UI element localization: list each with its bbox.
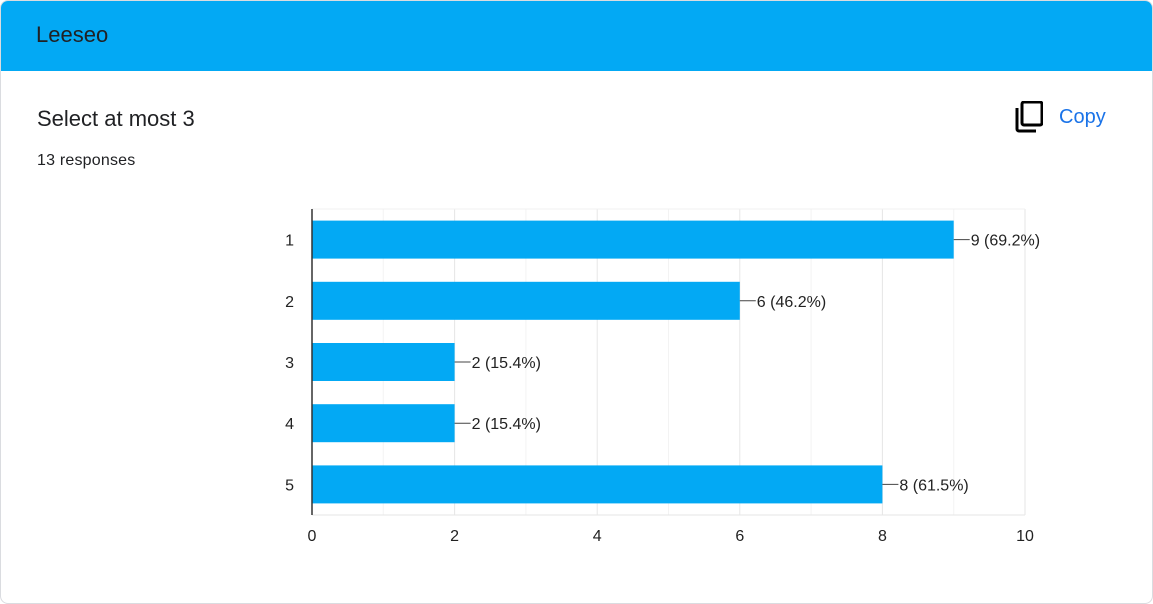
category-label: 2 — [285, 294, 294, 311]
bar — [312, 281, 740, 320]
x-tick-label: 10 — [1016, 528, 1034, 545]
bar — [312, 465, 883, 504]
x-tick-label: 0 — [308, 528, 317, 545]
form-header: Leeseo — [1, 1, 1152, 71]
bar — [312, 343, 455, 381]
data-label: 2 (15.4%) — [472, 416, 541, 433]
x-tick-label: 2 — [450, 528, 459, 545]
data-label: 8 (61.5%) — [899, 477, 968, 494]
question-title: Select at most 3 — [37, 106, 195, 131]
data-label: 2 (15.4%) — [472, 355, 541, 372]
bar — [312, 404, 455, 443]
category-label: 1 — [285, 233, 294, 250]
response-count: 13 responses — [37, 152, 136, 169]
copy-label: Copy — [1059, 106, 1106, 128]
bar-chart: 1 9 (69.2%) 2 6 (46.2%) 3 2 (15.4%) 4 2 (15.4%)… — [285, 208, 1040, 545]
category-label: 4 — [285, 416, 294, 433]
copy-icon — [1015, 100, 1044, 133]
category-label: 3 — [285, 355, 294, 372]
bar — [312, 220, 954, 259]
x-tick-label: 6 — [735, 528, 744, 545]
data-label: 9 (69.2%) — [971, 233, 1040, 250]
copy-chart-button[interactable]: Copy — [1007, 97, 1114, 137]
x-tick-label: 4 — [593, 528, 602, 545]
x-tick-label: 8 — [878, 528, 887, 545]
form-title: Leeseo — [36, 22, 109, 47]
data-label: 6 (46.2%) — [757, 294, 826, 311]
category-label: 5 — [285, 477, 294, 494]
